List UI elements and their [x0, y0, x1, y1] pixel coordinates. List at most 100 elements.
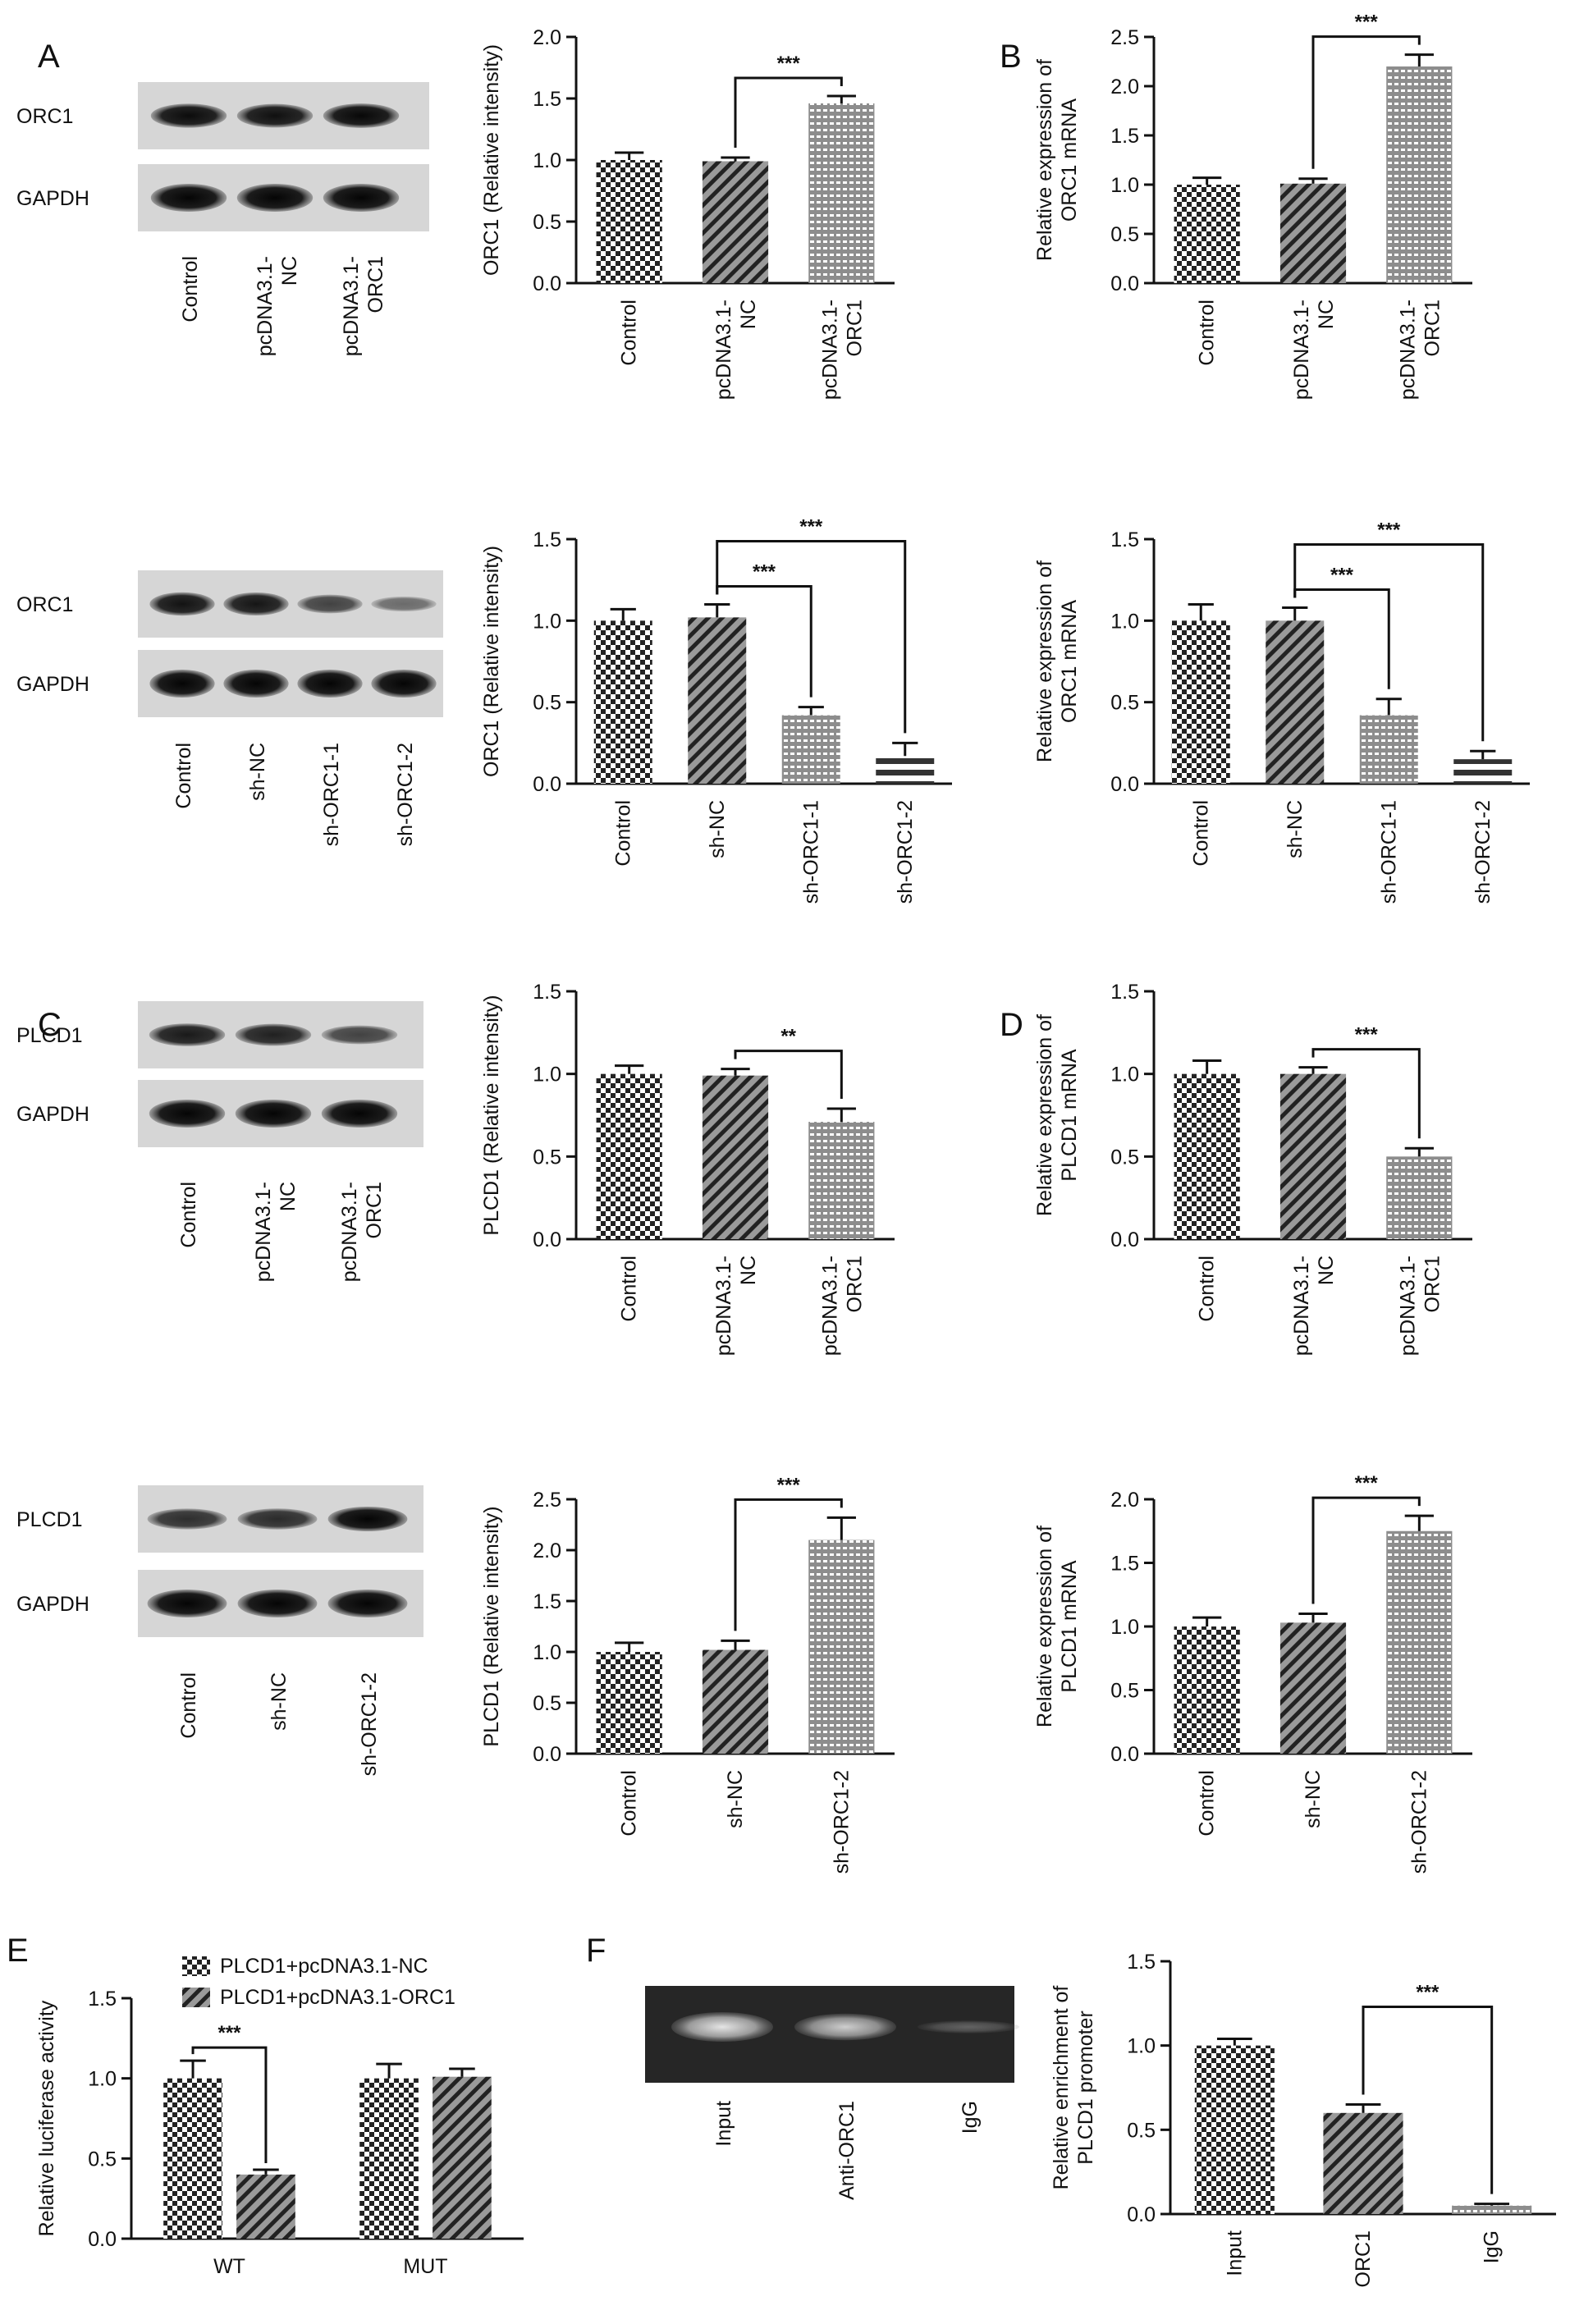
- bar-b-top-2: [1386, 66, 1453, 283]
- blot-band: [235, 1100, 312, 1128]
- y-tick-label: 1.5: [533, 88, 561, 111]
- gel-band: [794, 2013, 896, 2041]
- x-tick-label: sh-ORC1-2: [1472, 800, 1494, 904]
- bar-d-top-0: [1174, 1073, 1240, 1239]
- significance-bracket: [1362, 2005, 1494, 2194]
- gel-band: [918, 2020, 1019, 2034]
- lane-label: Control: [172, 743, 195, 809]
- band-label: GAPDH: [16, 1103, 89, 1126]
- blot-band: [327, 1590, 408, 1617]
- western-blot-2: ORC1 GAPDH Control sh-NC sh-ORC1-1 sh-ORC1-2: [16, 570, 443, 846]
- y-tick-label: 0.0: [533, 1743, 561, 1766]
- blot-band: [149, 1100, 226, 1128]
- bar-a-top-1: [702, 161, 769, 283]
- western-blot-3: PLCD1 GAPDH Control pcDNA3.1-NC pcDNA3.1-ORC…: [16, 1001, 423, 1282]
- y-tick-label: 2.5: [1110, 26, 1139, 49]
- x-tick-label: pcDNA3.1-NC: [1290, 1256, 1338, 1356]
- x-tick-label: ORC1: [1352, 2230, 1375, 2287]
- gel-band: [671, 2012, 773, 2042]
- chip-gel: Input Anti-ORC1 IgG: [645, 1986, 1019, 2200]
- x-tick-label: sh-ORC1-2: [830, 1770, 853, 1873]
- y-tick-label: 1.0: [1110, 1064, 1139, 1087]
- y-axis-label: Relative expression ofPLCD1 mRNA: [1033, 1526, 1081, 1727]
- blot-band: [150, 103, 227, 128]
- lane-label: sh-NC: [246, 743, 269, 801]
- y-tick-label: 2.0: [1110, 75, 1139, 98]
- bar-a-top-0: [596, 160, 662, 283]
- y-tick-label: 1.5: [533, 981, 561, 1004]
- x-tick-label: sh-ORC1-2: [1408, 1770, 1430, 1873]
- y-tick-label: 1.5: [1110, 528, 1139, 551]
- significance-bracket: [1311, 35, 1421, 169]
- bar-e-wt-1: [236, 2174, 295, 2239]
- y-axis-label: Relative expression ofORC1 mRNA: [1033, 560, 1081, 762]
- panel-letter-e: E: [7, 1933, 29, 1969]
- x-tick-label: sh-ORC1-2: [894, 800, 917, 904]
- x-tick-label: Control: [1196, 1256, 1219, 1322]
- y-tick-label: 0.5: [1110, 1146, 1139, 1169]
- chart-b-bottom: 0.0 0.5 1.0 1.5 Relative expression ofORC1 m…: [1033, 519, 1530, 904]
- chart-f: 0.0 0.5 1.0 1.5 Relative enrichment ofPLCD1 …: [1050, 1951, 1556, 2287]
- significance-label: ***: [799, 515, 823, 538]
- y-tick-label: 1.0: [1110, 1616, 1139, 1639]
- bar-a-bottom-2: [781, 715, 840, 784]
- bar-a-top-2: [808, 103, 875, 283]
- chart-c-top: 0.0 0.5 1.0 1.5 PLCD1 (Relative intensity) Co…: [480, 981, 895, 1356]
- significance-bracket: [734, 76, 843, 148]
- blot-band: [235, 1023, 312, 1046]
- y-tick-label: 1.5: [88, 1988, 117, 2011]
- y-axis-label: Relative expression ofORC1 mRNA: [1033, 59, 1081, 261]
- lane-label: pcDNA3.1-NC: [254, 256, 301, 356]
- y-axis-label: ORC1 (Relative intensity): [480, 546, 503, 777]
- y-tick-label: 1.0: [88, 2068, 117, 2091]
- panel-letter-a: A: [38, 39, 60, 75]
- x-tick-label: Control: [1196, 1770, 1219, 1837]
- bar-b-top-0: [1174, 185, 1240, 283]
- x-tick-label: sh-NC: [706, 800, 729, 858]
- bar-e-mut-1: [433, 2076, 492, 2239]
- y-tick-label: 1.5: [533, 1590, 561, 1613]
- band-label: ORC1: [16, 593, 73, 616]
- lane-label: Control: [177, 1672, 200, 1739]
- y-tick-label: 0.5: [533, 1692, 561, 1715]
- blot-band: [321, 1025, 398, 1045]
- blot-band: [149, 1023, 226, 1046]
- y-tick-label: 0.0: [1110, 1228, 1139, 1251]
- panel-letter-d: D: [1000, 1007, 1023, 1043]
- blot-band: [149, 670, 215, 698]
- y-tick-label: 0.5: [533, 211, 561, 234]
- blot-band: [371, 670, 437, 698]
- legend-swatch: [182, 1988, 210, 2007]
- bar-a-bottom-3: [876, 756, 935, 784]
- blot-band: [297, 670, 363, 698]
- significance-label: ***: [753, 560, 776, 583]
- y-tick-label: 0.5: [1110, 692, 1139, 715]
- y-tick-label: 0.0: [88, 2228, 117, 2251]
- y-tick-label: 1.5: [1127, 1951, 1156, 1974]
- y-tick-label: 1.0: [533, 1641, 561, 1664]
- y-tick-label: 0.5: [1110, 1680, 1139, 1703]
- chart-a-top: 0.0 0.5 1.0 1.5 2.0 ORC1 (Relative intensity)…: [480, 26, 895, 400]
- blot-band: [321, 1100, 398, 1128]
- x-tick-label: pcDNA3.1-NC: [712, 300, 760, 400]
- y-tick-label: 0.5: [533, 692, 561, 715]
- blot-band: [236, 103, 314, 128]
- chart-d-bottom: 0.0 0.5 1.0 1.5 2.0 Relative expression ofPLC…: [1033, 1472, 1472, 1873]
- band-label: PLCD1: [16, 1024, 83, 1047]
- x-tick-label: pcDNA3.1-ORC1: [1396, 300, 1444, 400]
- bar-a-bottom-1: [688, 617, 747, 784]
- y-tick-label: 1.5: [1110, 981, 1139, 1004]
- significance-label: ***: [1355, 1472, 1379, 1494]
- y-tick-label: 0.0: [1110, 272, 1139, 295]
- x-tick-label: IgG: [1481, 2230, 1504, 2263]
- y-axis-label: Relative luciferase activity: [35, 2000, 58, 2236]
- bar-c-bottom-2: [808, 1539, 875, 1754]
- x-tick-label: Control: [611, 800, 634, 867]
- panel-letter-c: C: [38, 1007, 62, 1043]
- blot-band: [371, 597, 437, 611]
- y-tick-label: 1.0: [533, 1064, 561, 1087]
- x-tick-label: sh-ORC1-1: [799, 800, 822, 904]
- significance-label: ***: [217, 2022, 241, 2044]
- y-tick-label: 1.0: [533, 610, 561, 633]
